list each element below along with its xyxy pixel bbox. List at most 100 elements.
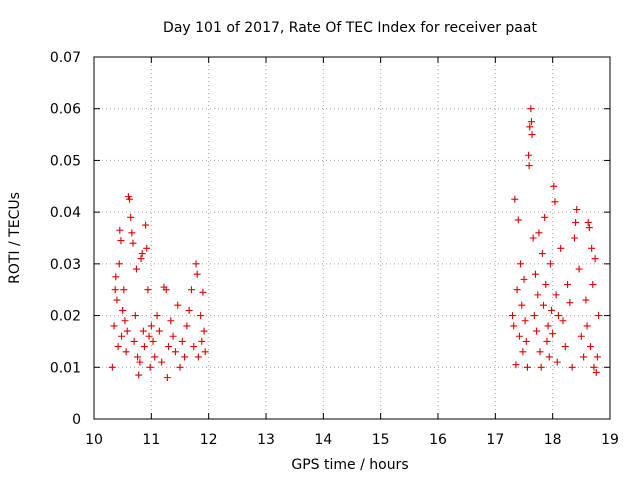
data-point: [197, 312, 205, 320]
data-point: [537, 363, 545, 371]
data-point: [158, 358, 166, 366]
data-point: [163, 374, 171, 382]
data-point: [546, 260, 554, 268]
data-point: [511, 195, 519, 203]
data-point: [111, 286, 119, 294]
y-tick-label: 0.02: [50, 309, 81, 325]
data-point: [187, 286, 195, 294]
y-tick-label: 0.04: [50, 205, 81, 221]
data-point: [145, 332, 153, 340]
data-point: [132, 265, 140, 273]
data-point: [131, 312, 139, 320]
data-point: [169, 332, 177, 340]
data-point: [139, 327, 147, 335]
data-point: [119, 306, 127, 314]
data-point: [515, 332, 523, 340]
x-tick-label: 18: [544, 432, 562, 448]
data-point: [123, 327, 131, 335]
x-tick-label: 16: [429, 432, 447, 448]
x-axis-label: GPS time / hours: [291, 457, 408, 473]
x-tick-label: 11: [142, 432, 160, 448]
data-point: [549, 330, 557, 338]
data-point: [126, 195, 134, 203]
data-point: [521, 317, 529, 325]
data-point: [176, 363, 184, 371]
data-point: [127, 213, 135, 221]
data-point: [117, 237, 125, 245]
chart-title: Day 101 of 2017, Rate Of TEC Index for r…: [163, 20, 537, 36]
data-point: [526, 123, 534, 131]
data-point: [129, 239, 137, 247]
data-point: [146, 363, 154, 371]
data-point: [116, 226, 124, 234]
data-point: [522, 337, 530, 345]
data-point: [525, 162, 533, 170]
y-axis-label: ROTI / TECUs: [7, 192, 23, 284]
data-point: [528, 131, 536, 139]
data-point: [192, 260, 200, 268]
data-point: [559, 317, 567, 325]
data-point: [137, 255, 145, 263]
y-tick-label: 0.05: [50, 153, 81, 169]
data-point: [142, 221, 150, 229]
data-point: [593, 353, 601, 361]
data-point: [550, 182, 558, 190]
y-tick-label: 0.07: [50, 50, 81, 66]
x-tick-label: 19: [601, 432, 619, 448]
data-point: [585, 224, 593, 232]
data-point: [135, 371, 143, 379]
data-point: [527, 118, 535, 126]
data-point: [529, 234, 537, 242]
data-point: [183, 322, 191, 330]
data-point: [513, 286, 521, 294]
data-point: [128, 229, 136, 237]
data-point: [554, 312, 562, 320]
data-point: [587, 343, 595, 351]
x-tick-label: 12: [200, 432, 218, 448]
data-point: [548, 306, 556, 314]
data-point: [122, 348, 130, 356]
data-point: [130, 337, 138, 345]
data-point: [572, 218, 580, 226]
data-point: [584, 218, 592, 226]
data-point: [557, 244, 565, 252]
data-point: [577, 332, 585, 340]
data-point: [143, 244, 151, 252]
data-point: [568, 363, 576, 371]
data-point: [595, 312, 603, 320]
data-point: [590, 363, 598, 371]
data-point: [178, 337, 186, 345]
data-point: [121, 317, 129, 325]
data-point: [153, 312, 161, 320]
data-point: [155, 327, 163, 335]
data-point: [138, 250, 146, 258]
data-point: [134, 353, 142, 361]
x-tick-label: 15: [372, 432, 390, 448]
data-point: [193, 270, 201, 278]
y-tick-label: 0.03: [50, 257, 81, 273]
data-point: [531, 270, 539, 278]
data-point: [144, 286, 152, 294]
data-point: [517, 260, 525, 268]
data-point: [114, 343, 122, 351]
data-point: [592, 368, 600, 376]
y-tick-label: 0.01: [50, 360, 81, 376]
data-point: [518, 301, 526, 309]
data-point: [543, 337, 551, 345]
data-point: [588, 244, 596, 252]
data-point: [552, 291, 560, 299]
data-point: [181, 353, 189, 361]
data-point: [149, 337, 157, 345]
data-points: [108, 105, 603, 382]
data-point: [514, 216, 522, 224]
data-point: [525, 151, 533, 159]
plot-frame: [93, 56, 611, 420]
data-point: [561, 343, 569, 351]
data-point: [112, 273, 120, 281]
grid: [94, 57, 610, 419]
data-point: [509, 312, 517, 320]
axes: 10 11 12 13 14 15 16 17 18 19 0 0.01 0.02 0.03 0.04 0.0…: [50, 50, 619, 448]
data-point: [553, 358, 561, 366]
data-point: [566, 299, 574, 307]
